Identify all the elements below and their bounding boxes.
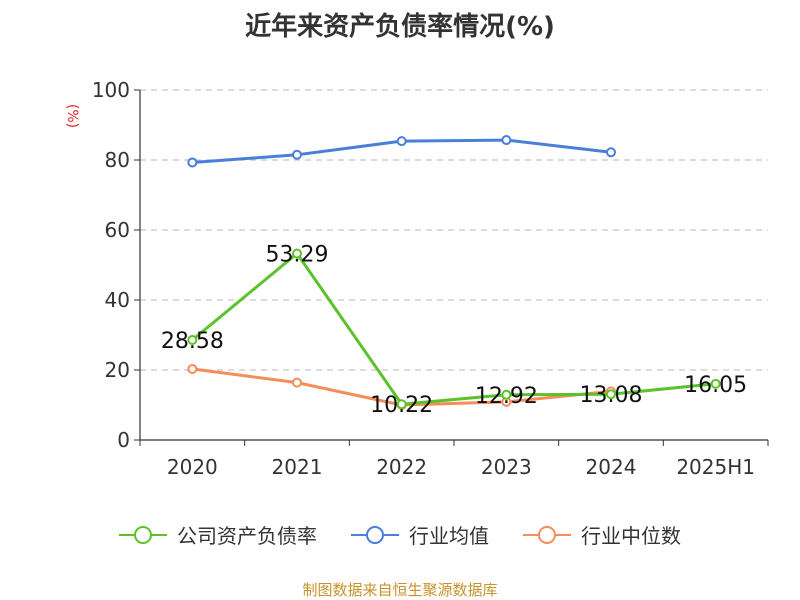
legend-label: 公司资产负债率: [177, 524, 317, 548]
data-label: 13.08: [580, 383, 643, 408]
data-label: 10.22: [370, 393, 433, 418]
x-tick-label: 2023: [481, 455, 532, 479]
data-point: [187, 157, 198, 168]
data-point: [396, 399, 407, 410]
legend-label: 行业中位数: [581, 524, 681, 548]
data-point: [501, 135, 512, 146]
series-lines: [187, 135, 721, 410]
data-label: 12.92: [475, 384, 538, 409]
x-tick-label: 2024: [586, 455, 637, 479]
series-line: [191, 252, 716, 406]
data-point: [710, 378, 721, 389]
axes: 0 20 40 60 80 100 2020 2021 2022 2023 2024 2025H1: [92, 78, 769, 479]
legend-item-industry-median[interactable]: 行业中位数: [523, 520, 681, 549]
data-label: 28.58: [161, 329, 224, 354]
y-tick-label: 100: [92, 78, 130, 102]
data-point: [292, 248, 302, 259]
x-tick-label: 2021: [272, 455, 323, 479]
data-point: [606, 147, 616, 158]
data-point: [187, 334, 198, 345]
data-point: [606, 389, 616, 400]
x-tick-label: 2020: [167, 455, 218, 479]
y-tick-label: 60: [105, 218, 130, 242]
legend-line-icon: [119, 525, 167, 544]
chart-title: 近年来资产负债率情况(%): [245, 12, 555, 42]
y-tick-label: 20: [105, 358, 130, 382]
data-label: 53.29: [266, 242, 329, 267]
legend-label: 行业均值: [409, 524, 489, 548]
gridlines: [140, 89, 768, 371]
data-point: [292, 377, 302, 388]
legend: 公司资产负债率 行业均值 行业中位数: [0, 520, 800, 549]
data-labels: 28.58 53.29 10.22 12.92 13.08 16.05: [161, 242, 747, 418]
legend-line-icon: [523, 525, 571, 544]
legend-line-icon: [351, 525, 399, 544]
legend-item-company[interactable]: 公司资产负债率: [119, 520, 317, 549]
x-tick-label: 2025H1: [676, 455, 755, 479]
legend-item-industry-mean[interactable]: 行业均值: [351, 520, 489, 549]
data-point: [396, 136, 407, 147]
data-point: [187, 363, 198, 374]
data-source-note: 制图数据来自恒生聚源数据库: [302, 581, 498, 599]
y-tick-label: 80: [105, 148, 130, 172]
data-point: [292, 149, 302, 160]
data-point: [501, 389, 512, 400]
data-label: 16.05: [684, 373, 747, 398]
x-tick-label: 2022: [376, 455, 427, 479]
y-tick-label: 40: [105, 288, 130, 312]
y-tick-label: 0: [117, 428, 130, 452]
